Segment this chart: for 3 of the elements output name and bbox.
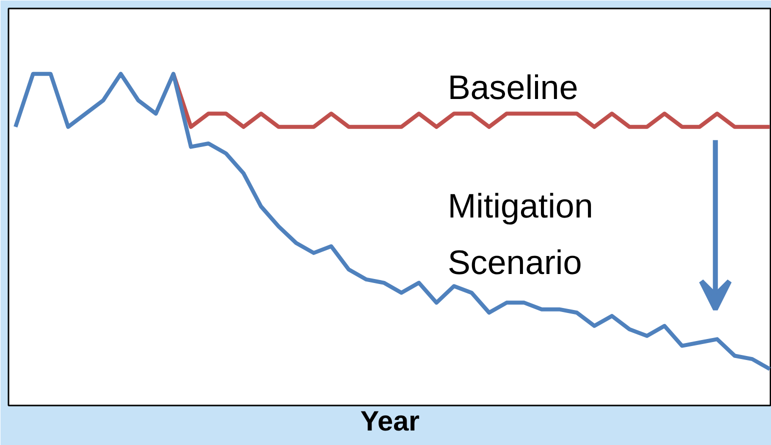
series-label: Baseline [448,69,578,108]
x-axis-title: Year [360,406,420,436]
series-label: Mitigation Scenario [448,188,594,282]
